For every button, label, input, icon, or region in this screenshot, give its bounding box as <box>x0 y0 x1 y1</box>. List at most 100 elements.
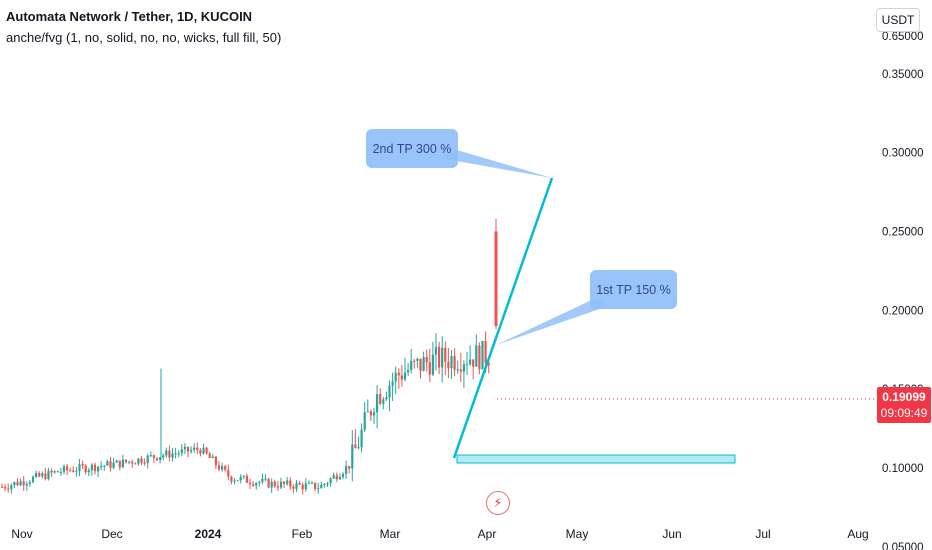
candle-body <box>419 358 422 371</box>
candle-body <box>66 466 69 471</box>
candle-body <box>19 481 22 486</box>
candle-body <box>16 482 19 486</box>
time-label: Feb <box>292 527 313 541</box>
candle-body <box>317 488 320 490</box>
candle-body <box>186 446 190 452</box>
candle-body <box>425 357 428 363</box>
candle-body <box>236 480 239 482</box>
price-label: 0.30000 <box>882 148 924 160</box>
candle-body <box>286 480 289 484</box>
candle-body <box>292 486 295 489</box>
candle-body <box>180 449 183 454</box>
candle-body <box>413 360 416 362</box>
candle-body <box>372 412 376 416</box>
candle-body <box>31 476 35 483</box>
candle-body <box>205 447 208 454</box>
candle-body <box>298 483 301 485</box>
candle-body <box>484 341 487 363</box>
candle-body <box>149 455 152 457</box>
candle-body <box>224 466 227 470</box>
time-label: Jul <box>755 527 770 541</box>
candle-body <box>394 372 397 382</box>
time-axis: Nov Dec 2024 Feb Mar Apr May Jun Jul Aug <box>11 527 868 541</box>
time-label: Mar <box>380 527 401 541</box>
candle-body <box>338 476 341 480</box>
candlestick-series <box>0 218 498 495</box>
candle-body <box>475 345 478 367</box>
candle-body <box>273 481 276 487</box>
candle-body <box>434 346 438 355</box>
time-label: May <box>566 527 589 541</box>
candle-body <box>59 471 62 473</box>
candle-body <box>341 473 345 477</box>
time-label: Dec <box>101 527 122 541</box>
last-price-value: 0.19099 <box>882 390 926 404</box>
candle-body <box>304 483 307 490</box>
candle-body <box>431 354 434 375</box>
candle-body <box>35 473 38 477</box>
candle-body <box>478 345 481 370</box>
candle-body <box>276 486 279 488</box>
time-label: Aug <box>847 527 868 541</box>
candle-body <box>323 484 326 486</box>
candle-body <box>363 412 366 430</box>
candle-body <box>295 483 298 489</box>
candle-body <box>190 449 193 452</box>
candle-body <box>391 381 394 386</box>
candle-body <box>462 364 465 372</box>
candle-body <box>487 362 490 366</box>
candle-body <box>56 471 59 473</box>
time-label: Nov <box>11 527 32 541</box>
candle-body <box>242 475 245 477</box>
candle-body <box>469 359 472 365</box>
candle-body <box>348 466 351 469</box>
candle-body <box>47 470 50 480</box>
candle-body <box>124 459 128 463</box>
candle-body <box>407 370 410 373</box>
candle-body <box>354 444 357 449</box>
candle-body <box>310 482 314 484</box>
flash-icon[interactable]: ⚡ <box>486 491 510 515</box>
candle-body <box>72 470 75 472</box>
candle-body <box>87 470 90 473</box>
candle-body <box>62 466 66 472</box>
candle-body <box>162 455 165 458</box>
candle-body <box>441 347 444 368</box>
candle-body <box>208 453 211 458</box>
candle-body <box>106 461 109 466</box>
candle-body <box>165 450 168 456</box>
candle-body <box>410 360 413 371</box>
candle-body <box>385 397 388 400</box>
indicator-legend[interactable]: anche/fvg (1, no, solid, no, no, wicks, … <box>6 30 282 45</box>
candle-body <box>248 482 252 485</box>
candle-body <box>50 470 53 473</box>
candle-body <box>416 358 419 361</box>
candle-body <box>103 465 106 467</box>
candle-body <box>131 461 134 464</box>
candle-body <box>100 466 103 468</box>
candle-body <box>53 471 56 473</box>
candle-body <box>41 473 44 477</box>
callout-1st-tp[interactable]: 1st TP 150 % <box>590 270 677 309</box>
time-label: 2024 <box>195 527 222 541</box>
candle-body <box>245 475 248 483</box>
candle-body <box>267 478 270 488</box>
candle-body <box>307 482 310 484</box>
candle-body <box>155 457 159 460</box>
trend-line[interactable] <box>452 177 554 459</box>
candle-body <box>128 461 131 463</box>
candle-body <box>400 375 403 380</box>
callout-2nd-tp[interactable]: 2nd TP 300 % <box>366 129 458 168</box>
candle-body <box>369 411 372 416</box>
fvg-zone[interactable] <box>456 454 736 464</box>
currency-button[interactable]: USDT <box>876 8 920 32</box>
candle-body <box>28 482 31 484</box>
price-label: 0.35000 <box>882 69 924 81</box>
candle-body <box>143 462 146 464</box>
candle-body <box>134 463 137 465</box>
price-label: 0.10000 <box>882 463 924 475</box>
symbol-title[interactable]: Automata Network / Tether, 1D, KUCOIN <box>6 9 253 24</box>
candle-body <box>121 459 124 468</box>
candle-body <box>78 464 81 472</box>
